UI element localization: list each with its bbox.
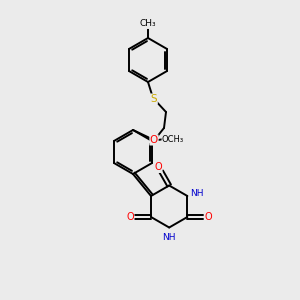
Text: CH₃: CH₃ [140,20,156,28]
Text: OCH₃: OCH₃ [162,134,184,143]
Text: NH: NH [190,188,204,197]
Text: O: O [154,163,162,172]
Text: O: O [150,135,158,145]
Text: O: O [126,212,134,222]
Text: S: S [151,94,157,104]
Text: O: O [205,212,212,222]
Text: NH: NH [162,233,176,242]
